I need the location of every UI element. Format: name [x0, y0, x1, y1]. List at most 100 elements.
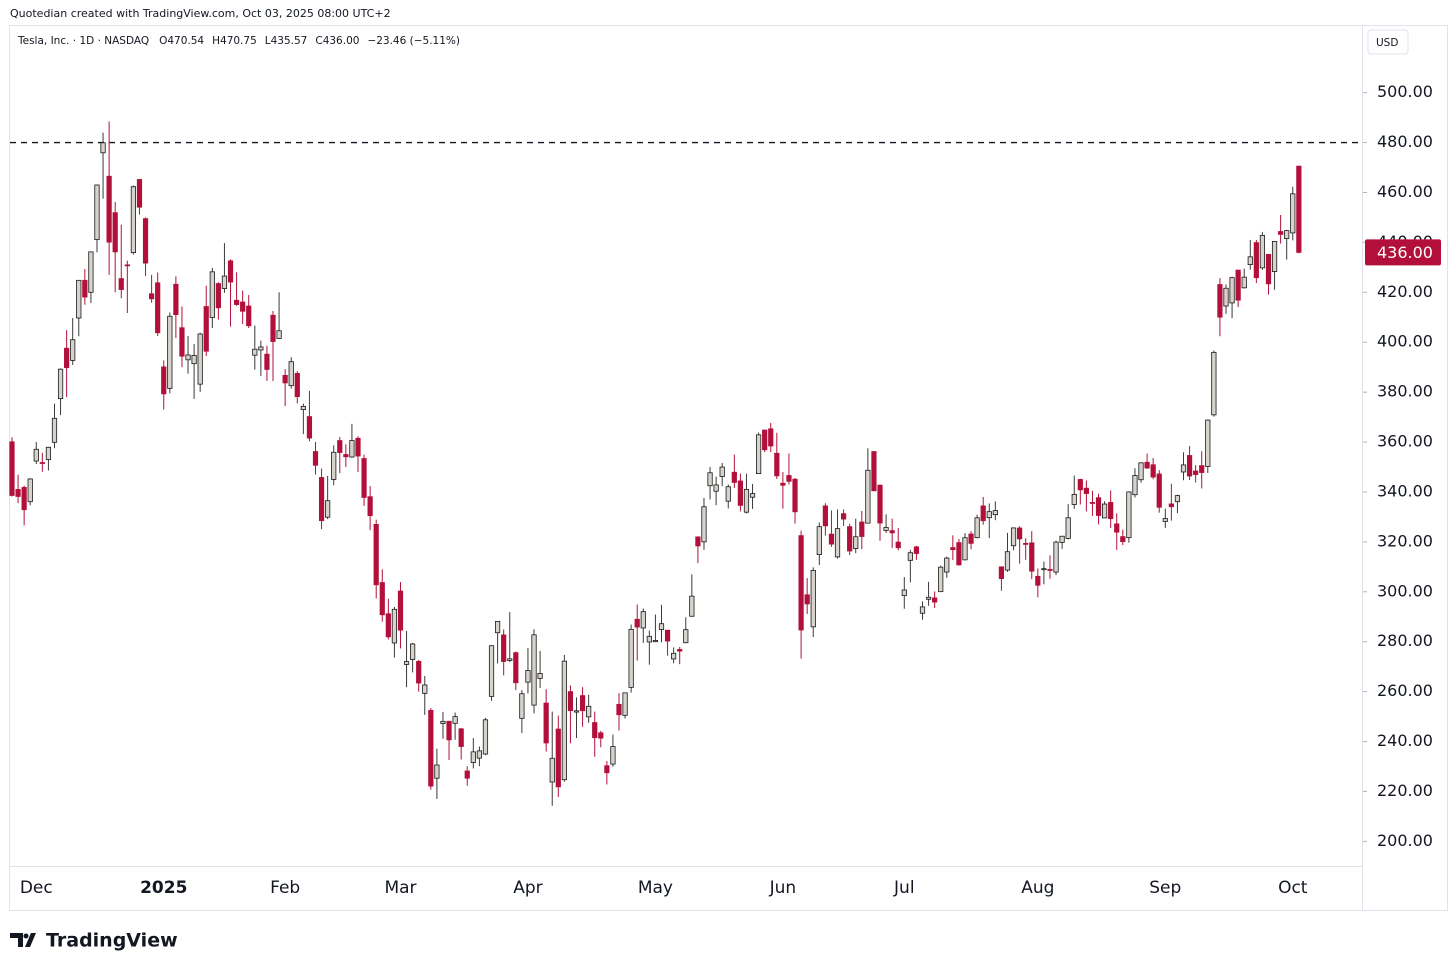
candle-body	[233, 299, 240, 305]
candle-body	[331, 451, 337, 480]
candle-body	[962, 537, 968, 561]
header: Quotedian created with TradingView.com, …	[10, 7, 391, 20]
candle-body	[373, 524, 379, 586]
candle-body	[1247, 256, 1253, 265]
candle-body	[209, 271, 215, 318]
currency-box	[1367, 29, 1409, 55]
legend-value: H470.75	[212, 35, 257, 47]
candle-body	[112, 212, 118, 253]
candle-body	[804, 594, 810, 605]
candle-body	[70, 339, 76, 361]
candle-body	[1095, 497, 1102, 516]
candle-body	[379, 582, 385, 616]
candle-body	[834, 528, 841, 558]
candle-body	[616, 703, 622, 716]
candle-body	[57, 368, 64, 400]
candle-body	[859, 521, 865, 537]
legend-value: O470.54	[159, 35, 204, 47]
candle-body	[622, 692, 628, 716]
logo-dot	[23, 933, 29, 939]
candle-body	[452, 716, 458, 724]
candle-body	[1138, 462, 1144, 481]
x-tick-label: 2025	[140, 878, 187, 898]
y-tick-label: 280.00	[1377, 631, 1433, 650]
candle-body	[440, 720, 446, 724]
candle-body	[94, 184, 100, 241]
candle-body	[1168, 503, 1174, 508]
candle-body	[786, 475, 792, 482]
candle-body	[276, 330, 282, 339]
candle-body	[743, 488, 750, 513]
candle-body	[871, 451, 877, 492]
candle-body	[300, 405, 306, 410]
candle-body	[592, 722, 598, 739]
candle-body	[1114, 523, 1120, 533]
candle-body	[762, 429, 768, 451]
y-tick-label: 380.00	[1377, 382, 1433, 401]
candle-body	[567, 691, 574, 711]
candle-body	[507, 658, 513, 661]
candle-body	[88, 251, 94, 293]
candle-body	[403, 661, 410, 665]
candle-body	[840, 513, 847, 520]
candle-body	[76, 279, 82, 319]
candle-body	[1223, 287, 1229, 307]
candle-body	[1004, 551, 1011, 571]
candle-body	[671, 652, 677, 660]
candle-body	[215, 283, 221, 309]
y-tick-label: 320.00	[1377, 531, 1433, 550]
x-tick-label: Dec	[20, 878, 53, 898]
y-tick-label: 480.00	[1377, 132, 1433, 151]
candle-body	[707, 472, 713, 487]
candle-body	[410, 643, 416, 660]
candle-body	[537, 673, 543, 679]
candle-body	[646, 635, 652, 643]
candle-body	[992, 510, 998, 516]
candle-body	[149, 293, 155, 300]
x-tick-label: Feb	[270, 878, 300, 898]
candle-body	[1199, 465, 1205, 473]
candle-body	[938, 566, 944, 593]
candle-body	[1271, 240, 1278, 272]
candle-body	[258, 346, 264, 351]
candle-body	[579, 695, 586, 712]
candle-body	[1229, 277, 1235, 304]
candle-body	[136, 179, 143, 208]
candle-body	[1010, 527, 1017, 547]
y-tick-label: 460.00	[1377, 182, 1433, 201]
candle-body	[15, 489, 21, 497]
candle-body	[658, 623, 665, 630]
candle-body	[1071, 493, 1077, 505]
candle-body	[312, 451, 319, 466]
candle-body	[974, 517, 980, 539]
currency: USD	[1376, 37, 1398, 49]
candle-body	[573, 710, 580, 713]
candle-body	[986, 511, 992, 519]
candle-body	[1235, 269, 1241, 301]
candle-body	[713, 484, 719, 492]
candle-body	[901, 589, 907, 596]
candle-body	[756, 434, 762, 475]
candle-body	[385, 613, 391, 638]
candle-body	[586, 705, 592, 718]
last-price-tag	[1365, 239, 1441, 266]
candle-body	[264, 353, 270, 370]
candle-body	[634, 618, 640, 628]
candle-body	[191, 355, 197, 365]
candle-body	[118, 278, 124, 290]
candle-body	[549, 757, 555, 783]
candle-body	[1035, 575, 1041, 586]
candle-body	[337, 440, 343, 453]
candle-body	[677, 649, 683, 652]
candle-body	[683, 629, 689, 644]
candle-body	[1241, 276, 1247, 289]
candle-body	[1162, 518, 1168, 522]
candle-body	[816, 526, 822, 556]
candle-body	[513, 652, 519, 684]
candle-body	[434, 764, 440, 779]
chart-frame	[9, 25, 1448, 911]
candle-body	[1102, 503, 1108, 519]
legend-value: C436.00	[315, 35, 359, 47]
candle-body	[100, 142, 106, 154]
